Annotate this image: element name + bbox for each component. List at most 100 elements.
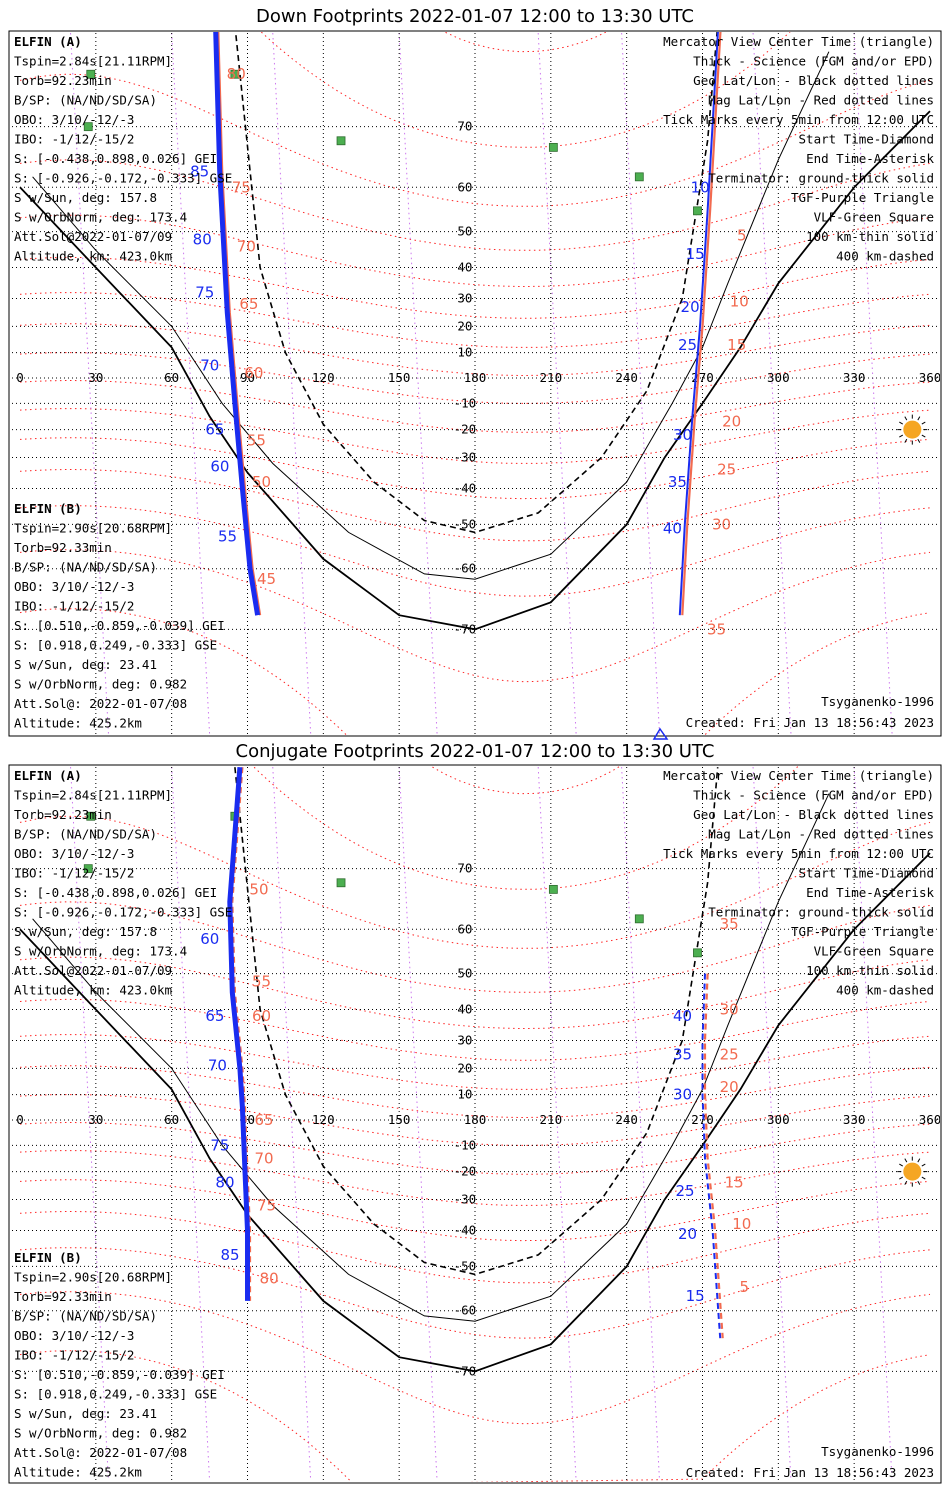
mag-lat-tick-label: 60: [244, 364, 263, 382]
legend-entry: TGF-Purple Triangle: [791, 924, 934, 939]
elfin-b-info-line: IBO: -1/12/-15/2: [14, 599, 134, 614]
elfin-a-track-mag: [703, 973, 724, 1339]
elfin-b-info-line: Att.Sol@: 2022-01-07/08: [14, 696, 187, 711]
mag-lat-tick-label: 50: [249, 880, 268, 898]
elfin-b-info: ELFIN (B) Tspin=2.90s[20.68RPM] Torb=92.3…: [14, 501, 225, 731]
mag-lon-line: [398, 32, 438, 735]
mag-lat-line: [429, 766, 622, 795]
lat-tick-label: -50: [454, 516, 477, 531]
lat-tick-label: 40: [457, 1002, 472, 1017]
legend-entry: End Time-Asterisk: [806, 885, 934, 900]
mag-lat-line: [19, 73, 931, 207]
mag-lat-tick-label: 20: [720, 1078, 739, 1096]
legend-entry: Thick - Science (FGM and/or EPD): [693, 54, 934, 69]
lon-tick-label: 30: [88, 370, 103, 385]
vlf-station-marker: [548, 142, 558, 152]
vlf-station-marker: [83, 864, 93, 874]
elfin-a-info-line: S w/Sun, deg: 157.8: [14, 924, 157, 939]
time-tick-label: 10: [691, 178, 710, 196]
time-tick-label: 60: [210, 457, 229, 475]
elfin-b-track: [213, 32, 261, 616]
model-label: Tsyganenko-1996: [821, 694, 934, 709]
time-tick-label: 5: [700, 1, 710, 19]
terminator-100km: [32, 793, 830, 1322]
elfin-b-track: [227, 767, 250, 1301]
panel-title: Down Footprints 2022-01-07 12:00 to 13:3…: [256, 6, 694, 27]
map-frame: [8, 30, 942, 737]
lon-tick-label: 60: [164, 1112, 179, 1127]
elfin-a-info-line: B/SP: (NA/ND/SD/SA): [14, 93, 157, 108]
created-label: Created: Fri Jan 13 18:56:43 2023: [686, 715, 934, 730]
lat-tick-label: -60: [454, 561, 477, 576]
vlf-station-marker: [230, 69, 240, 79]
elfin-a-info-line: IBO: -1/12/-15/2: [14, 866, 134, 881]
mag-lat-tick-label: 70: [254, 1149, 273, 1167]
mag-lat-line: [19, 159, 931, 251]
legend-entry: TGF-Purple Triangle: [791, 190, 934, 205]
legend-entry: 400 km-dashed: [836, 249, 934, 264]
mag-lat-tick-label: 5: [737, 227, 747, 245]
terminator-ground: [19, 110, 931, 631]
mag-lat-tick-label: 15: [725, 1174, 744, 1192]
time-tick-label: 85: [190, 162, 209, 180]
elfin-b-info-line: S w/Sun, deg: 23.41: [14, 657, 157, 672]
time-tick-label: 65: [205, 421, 224, 439]
lon-tick-label: 240: [615, 1112, 638, 1127]
time-tick-label: 80: [215, 1174, 234, 1192]
elfin-b-name: ELFIN (B): [14, 501, 82, 516]
lon-tick-label: 150: [388, 1112, 411, 1127]
mag-lon-line: [853, 32, 893, 735]
legend-entry: Mercator View Center Time (triangle): [663, 768, 934, 783]
mag-lon-line: [272, 32, 312, 735]
time-tick-label: 65: [205, 1007, 224, 1025]
legend-entry: Start Time-Diamond: [799, 866, 934, 881]
mag-lat-tick-label: 75: [257, 1196, 276, 1214]
time-tick-label: 40: [663, 519, 682, 537]
lon-tick-label: 180: [464, 370, 487, 385]
time-tick-label: 20: [678, 1225, 697, 1243]
mag-lat-tick-label: 35: [720, 915, 739, 933]
lat-tick-label: 70: [457, 119, 472, 134]
elfin-a-track: [678, 32, 719, 616]
time-tick-label: 80: [193, 230, 212, 248]
time-tick-label: 20: [681, 298, 700, 316]
legend-entry: Tick Marks every 5min from 12:00 UTC: [663, 846, 934, 861]
mag-lat-tick-label: 65: [239, 295, 258, 313]
lat-tick-label: -60: [454, 1303, 477, 1318]
elfin-b-info-line: IBO: -1/12/-15/2: [14, 1348, 134, 1363]
legend-entry: VLF-Green Square: [814, 944, 934, 959]
mag-lat-line: [19, 608, 931, 735]
mag-lat-tick-label: 55: [252, 972, 271, 990]
lon-tick-label: 360: [919, 370, 942, 385]
terminator-400km: [234, 32, 718, 534]
elfin-b-info-line: OBO: 3/10/-12/-3: [14, 1328, 134, 1343]
vlf-station-marker: [86, 811, 96, 821]
elfin-b-info-line: S: [0.510,-0.859,-0.039] GEI: [14, 618, 225, 633]
mag-lat-line: [19, 1247, 931, 1339]
lon-tick-label: 0: [16, 370, 24, 385]
elfin-a-info-line: S w/OrbNorm, deg: 173.4: [14, 944, 187, 959]
mag-lat-tick-label: 70: [237, 238, 256, 256]
elfin-b-info-line: S: [0.918,0.249,-0.333] GSE: [14, 1387, 217, 1402]
vlf-station-marker: [693, 948, 702, 958]
mag-lon-line: [621, 766, 661, 1482]
mag-lon-line: [752, 32, 792, 735]
lat-tick-label: -40: [454, 480, 477, 495]
legend-entry: Terminator: ground-thick solid: [708, 171, 934, 186]
lat-tick-label: 10: [457, 345, 472, 360]
lat-tick-label: -20: [454, 422, 477, 437]
mag-lat-tick-label: 30: [712, 515, 731, 533]
elfin-a-info-line: Tspin=2.84s[21.11RPM]: [14, 788, 172, 803]
elfin-a-info: ELFIN (A) Tspin=2.84s[21.11RPM] Torb=92.2…: [14, 34, 232, 264]
terminator-400km: [234, 767, 719, 1276]
map-content: 0 30 60 90 120 150 180 210 240 270 300 330 360706050…: [12, 766, 940, 1482]
vlf-station-marker: [693, 206, 702, 216]
lon-tick-label: 0: [16, 1112, 24, 1127]
time-tick-label: 15: [686, 1287, 705, 1305]
legend-entry: Tick Marks every 5min from 12:00 UTC: [663, 112, 934, 127]
map-plot: 0 30 60 90 120 150 180 210 240 270 300 330 360706050…: [12, 766, 940, 1482]
vlf-station-marker: [548, 884, 558, 894]
elfin-b-info-line: S w/OrbNorm, deg: 0.982: [14, 677, 187, 692]
down-footprints-panel: Down Footprints 2022-01-07 12:00 to 13:3…: [8, 1, 942, 740]
